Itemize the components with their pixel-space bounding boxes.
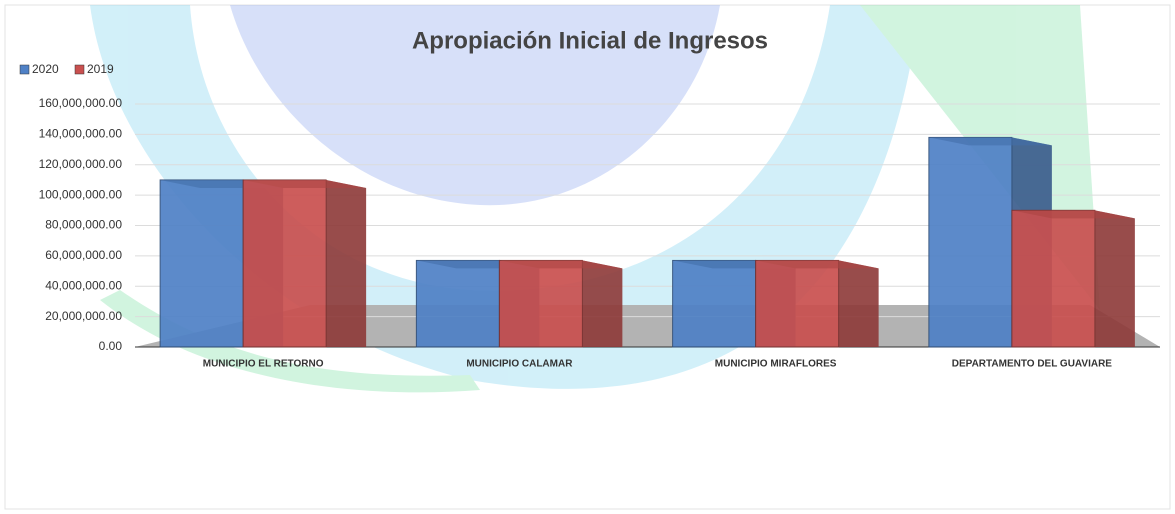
bar-top xyxy=(243,179,367,188)
floor xyxy=(135,305,1160,347)
bar-side xyxy=(582,260,623,347)
legend-label: 2020 xyxy=(32,62,59,76)
x-tick-label: MUNICIPIO EL RETORNO xyxy=(203,359,324,370)
legend-swatch xyxy=(19,64,30,75)
bar xyxy=(1011,209,1096,348)
bar-top xyxy=(755,260,879,269)
bar xyxy=(672,259,757,348)
y-tick-label: 20,000,000.00 xyxy=(45,309,122,323)
legend-swatch xyxy=(74,64,85,75)
bar-side xyxy=(1094,210,1135,347)
legend-label: 2019 xyxy=(87,62,114,76)
bar xyxy=(928,136,1013,348)
y-tick-label: 120,000,000.00 xyxy=(39,157,123,171)
y-tick-label: 60,000,000.00 xyxy=(45,248,122,262)
bar xyxy=(242,179,327,348)
chart-title: Apropiación Inicial de Ingresos xyxy=(412,27,768,54)
bar xyxy=(498,259,583,348)
bar-top xyxy=(1011,210,1135,219)
bar-side xyxy=(326,179,367,347)
y-tick-label: 100,000,000.00 xyxy=(39,187,123,201)
bar xyxy=(159,179,244,348)
x-tick-label: MUNICIPIO CALAMAR xyxy=(466,359,573,370)
bar-top xyxy=(928,137,1052,146)
bar xyxy=(415,259,500,348)
x-tick-label: MUNICIPIO MIRAFLORES xyxy=(715,359,837,370)
x-tick-label: DEPARTAMENTO DEL GUAVIARE xyxy=(952,359,1113,370)
y-tick-label: 140,000,000.00 xyxy=(39,127,123,141)
bar xyxy=(755,259,840,348)
y-tick-label: 80,000,000.00 xyxy=(45,218,122,232)
y-tick-label: 0.00 xyxy=(99,339,123,353)
y-tick-label: 40,000,000.00 xyxy=(45,278,122,292)
bar-side xyxy=(838,260,879,347)
bar-top xyxy=(499,260,623,269)
y-tick-label: 160,000,000.00 xyxy=(39,96,123,110)
